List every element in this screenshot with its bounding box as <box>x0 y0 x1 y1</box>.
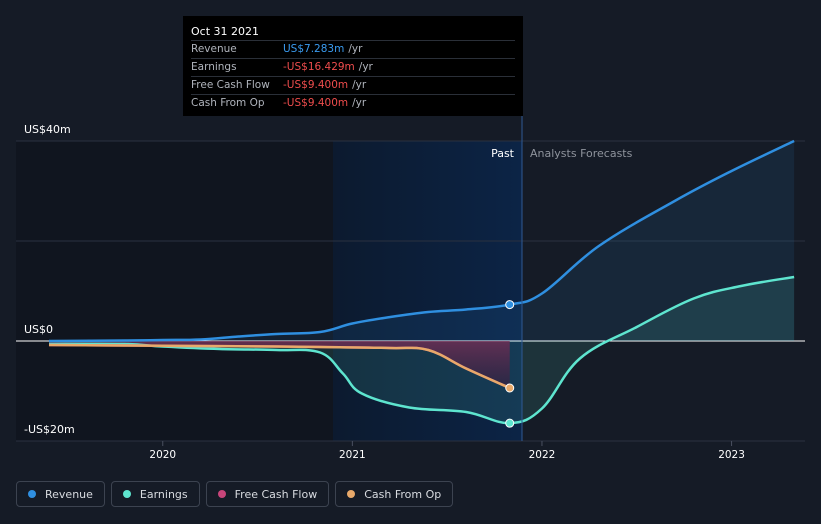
tooltip-label: Cash From Op <box>191 97 265 109</box>
tooltip-value: -US$9.400m <box>283 79 349 91</box>
legend: Revenue Earnings Free Cash Flow Cash Fro… <box>16 481 454 507</box>
tooltip-row-earnings: Earnings -US$16.429m /yr <box>191 59 515 77</box>
tooltip-value: -US$16.429m <box>283 61 355 73</box>
tooltip-label: Revenue <box>191 43 237 55</box>
legend-dot-icon <box>217 490 226 498</box>
revenue-area <box>49 141 795 341</box>
cfo-marker <box>505 383 515 393</box>
x-tick-label: 2020 <box>149 449 176 461</box>
tooltip-value: US$7.283m <box>283 43 345 55</box>
legend-label: Free Cash Flow <box>234 487 318 501</box>
tooltip-row-revenue: Revenue US$7.283m /yr <box>191 41 515 59</box>
legend-free-cash-flow[interactable]: Free Cash Flow <box>205 481 330 507</box>
legend-earnings[interactable]: Earnings <box>110 481 200 507</box>
earnings-area <box>49 277 795 424</box>
legend-cash-from-op[interactable]: Cash From Op <box>335 481 454 507</box>
revenue-line <box>48 139 795 343</box>
x-tick-label: 2023 <box>718 449 745 461</box>
legend-revenue[interactable]: Revenue <box>16 481 105 507</box>
x-tick-label: 2022 <box>529 449 556 461</box>
legend-label: Revenue <box>45 487 93 501</box>
tooltip-unit: /yr <box>352 97 367 109</box>
tooltip-row-fcf: Free Cash Flow -US$9.400m /yr <box>191 77 515 95</box>
legend-label: Cash From Op <box>364 487 442 501</box>
cfo-line <box>48 343 511 390</box>
revenue-marker <box>505 300 515 310</box>
x-tick-label: 2021 <box>339 449 366 461</box>
earnings-line <box>48 275 795 425</box>
y-label-bottom: -US$20m <box>24 423 75 436</box>
pre-region <box>16 141 333 441</box>
y-label-zero: US$0 <box>24 323 53 336</box>
legend-dot-icon <box>28 490 36 498</box>
legend-dot-icon <box>122 490 131 498</box>
tooltip-unit: /yr <box>358 61 373 73</box>
past-label: Past <box>491 147 515 160</box>
fcf-area <box>49 341 510 388</box>
tooltip-label: Free Cash Flow <box>191 79 270 91</box>
tooltip-date: Oct 31 2021 <box>191 23 515 41</box>
tooltip-unit: /yr <box>352 79 367 91</box>
tooltip-label: Earnings <box>191 61 237 73</box>
tooltip-row-cfo: Cash From Op -US$9.400m /yr <box>191 95 515 112</box>
legend-dot-icon <box>347 490 356 498</box>
past-region <box>333 141 522 441</box>
data-tooltip: Oct 31 2021 Revenue US$7.283m /yr Earnin… <box>183 16 523 116</box>
earnings-marker <box>505 418 515 428</box>
tooltip-value: -US$9.400m <box>283 97 349 109</box>
forecast-label: Analysts Forecasts <box>530 147 633 160</box>
tooltip-unit: /yr <box>348 43 363 55</box>
y-label-top: US$40m <box>24 123 71 136</box>
legend-label: Earnings <box>139 487 188 501</box>
